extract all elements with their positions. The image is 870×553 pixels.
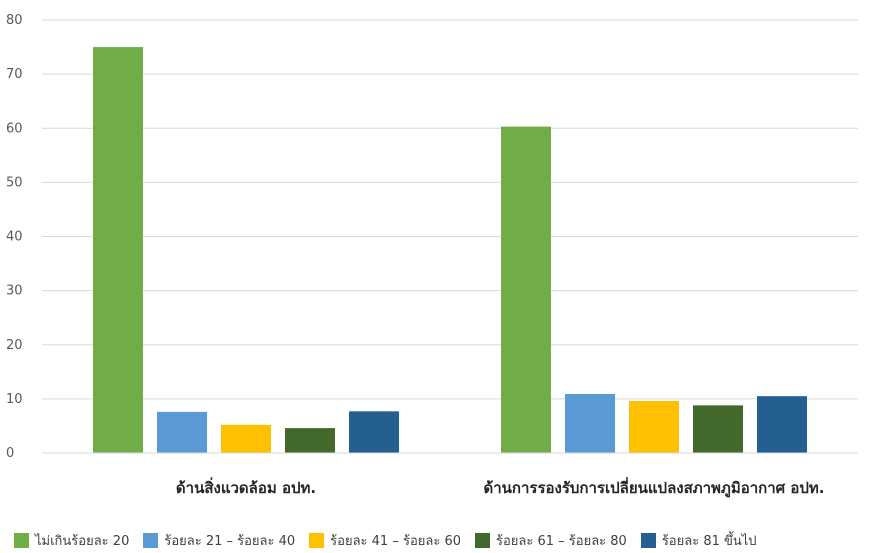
y-tick-label: 60 (6, 121, 23, 136)
x-axis-categories: ด้านสิ่งแวดล้อม อปท. ด้านการรองรับการเปลี… (176, 477, 825, 498)
gridlines (42, 19, 858, 400)
y-tick-label: 50 (6, 175, 23, 190)
legend-swatch (309, 532, 325, 548)
category-label: ด้านสิ่งแวดล้อม อปท. (176, 477, 316, 497)
y-tick-label: 80 (6, 13, 23, 28)
legend-swatch (640, 532, 656, 548)
legend-swatch (475, 532, 490, 548)
category-label: ด้านการรองรับการเปลี่ยนแปลงสภาพภูมิอากาศ… (483, 477, 824, 498)
bar-series-5-category-2 (757, 396, 807, 453)
legend-label: ไม่เกินร้อยละ 20 (35, 533, 130, 549)
legend-label: ร้อยละ 81 ขึ้นไป (661, 533, 757, 549)
bar-series-2-category-2 (565, 394, 615, 453)
bar-series-4-category-1 (285, 428, 335, 453)
bar-series-5-category-1 (349, 411, 399, 453)
y-tick-label: 30 (6, 284, 23, 299)
legend-swatch (14, 532, 29, 548)
bar-series-2-category-1 (157, 411, 207, 453)
legend-item: ร้อยละ 21 – ร้อยละ 40 (143, 530, 295, 551)
y-tick-label: 0 (6, 446, 14, 461)
legend-item: ร้อยละ 61 – ร้อยละ 80 (475, 530, 627, 551)
bar-series-4-category-2 (693, 405, 743, 453)
y-axis-ticks: 0 10 20 30 40 50 60 70 80 (6, 13, 23, 461)
legend-item: ร้อยละ 41 – ร้อยละ 60 (309, 530, 461, 551)
legend-item: ไม่เกินร้อยละ 20 (14, 530, 129, 551)
y-tick-label: 20 (6, 338, 23, 353)
legend-label: ร้อยละ 21 – ร้อยละ 40 (164, 533, 296, 549)
legend-label: ร้อยละ 41 – ร้อยละ 60 (330, 533, 461, 549)
bar-series-1-category-2 (501, 126, 551, 453)
bar-series-1-category-1 (93, 47, 143, 453)
bar-series-3-category-2 (629, 401, 679, 453)
y-tick-label: 70 (6, 67, 23, 82)
legend: ไม่เกินร้อยละ 20 ร้อยละ 21 – ร้อยละ 40 ร้อ… (0, 528, 870, 552)
y-tick-label: 10 (6, 392, 23, 407)
legend-item: ร้อยละ 81 ขึ้นไป (640, 530, 757, 551)
bar-series-3-category-1 (221, 424, 271, 453)
bars (93, 47, 807, 453)
y-tick-label: 40 (6, 230, 23, 245)
legend-swatch (143, 532, 159, 548)
legend-label: ร้อยละ 61 – ร้อยละ 80 (496, 533, 627, 549)
